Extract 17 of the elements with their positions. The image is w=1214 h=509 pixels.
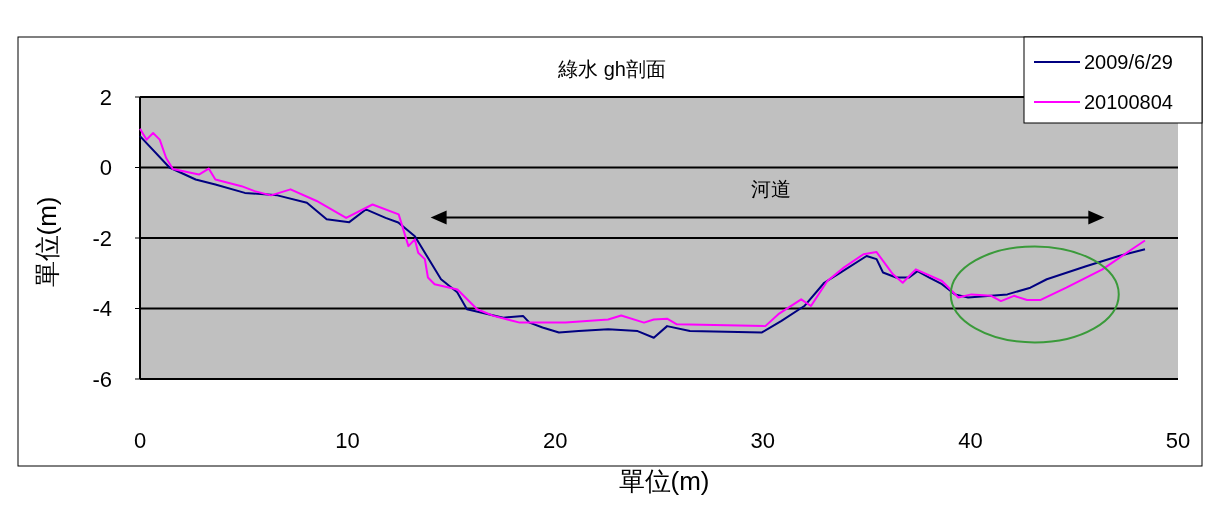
legend-label: 2009/6/29 — [1084, 51, 1173, 73]
x-axis-title: 單位(m) — [618, 466, 710, 496]
legend-label: 20100804 — [1084, 91, 1173, 113]
x-tick-label: 0 — [133, 428, 147, 453]
y-tick-label: -4 — [92, 296, 112, 322]
x-tick-label: 10 — [335, 428, 360, 453]
y-tick-label: 2 — [99, 84, 112, 110]
x-tick-label: 30 — [750, 428, 776, 453]
y-tick-label: -2 — [92, 225, 112, 251]
y-tick-label: 0 — [99, 155, 112, 181]
annotation: 河道 — [751, 177, 792, 200]
x-tick-label: 40 — [958, 428, 983, 453]
y-axis-title: 單位(m) — [32, 196, 62, 288]
x-tick-label: 20 — [542, 428, 568, 453]
y-tick-label: -6 — [92, 366, 112, 392]
x-tick-label: 50 — [1165, 428, 1191, 453]
chart-title: 綠水 gh剖面 — [557, 58, 666, 80]
